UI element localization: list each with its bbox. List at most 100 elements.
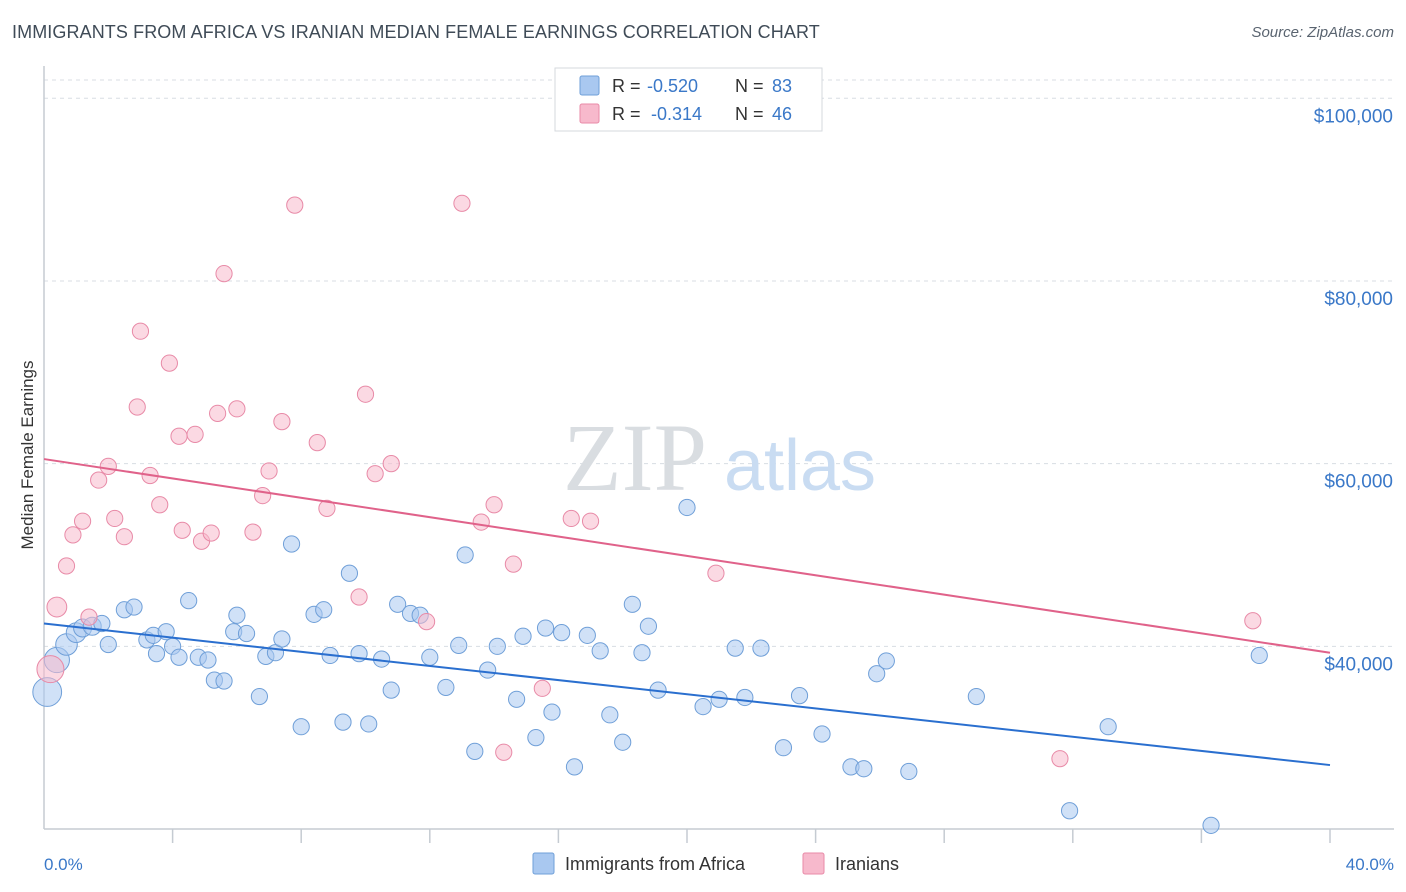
stats-swatch-iranians xyxy=(579,103,600,124)
africa-point xyxy=(456,546,474,564)
africa-point xyxy=(536,619,555,637)
iranians-point xyxy=(504,555,522,573)
iranians-point xyxy=(533,679,551,697)
africa-point xyxy=(726,639,744,657)
stats-r-label-africa: R = xyxy=(612,76,641,96)
africa-point xyxy=(199,651,217,669)
iranians-point xyxy=(244,523,262,541)
africa-point xyxy=(900,762,918,781)
africa-point xyxy=(389,595,407,613)
africa-point xyxy=(479,661,497,679)
africa-point xyxy=(639,617,658,635)
africa-point xyxy=(315,601,333,619)
iranians-point xyxy=(562,509,580,528)
iranians-point xyxy=(186,425,204,444)
africa-point xyxy=(1250,646,1268,665)
legend-swatch-iranians xyxy=(802,852,825,875)
africa-point xyxy=(437,678,455,697)
iranians-point xyxy=(36,655,65,684)
trend-lines xyxy=(43,458,1331,767)
iranians-point xyxy=(260,462,278,480)
africa-point xyxy=(340,564,359,582)
iranians-point xyxy=(46,596,68,618)
stats-n-label-iranians: N = xyxy=(735,104,764,124)
africa-point xyxy=(601,706,619,724)
africa-point xyxy=(466,742,484,760)
africa-point xyxy=(508,690,526,708)
iranians-point xyxy=(581,512,600,530)
africa-point xyxy=(623,595,641,613)
africa-point xyxy=(1099,718,1117,736)
y-tick-labels: $40,000 $60,000 $80,000 $100,000 xyxy=(1314,106,1393,675)
iranians-point xyxy=(151,496,169,514)
stats-n-label-africa: N = xyxy=(735,76,764,96)
iranians-point xyxy=(382,455,400,473)
stats-n-value-iranians: 46 xyxy=(772,104,792,124)
legend-label-iranians: Iranians xyxy=(835,854,899,874)
africa-point xyxy=(774,739,793,757)
africa-point xyxy=(273,630,291,648)
iranians-point xyxy=(173,521,191,539)
africa-point xyxy=(292,718,310,736)
africa-point xyxy=(633,644,651,662)
y-tick-label: $80,000 xyxy=(1324,289,1393,310)
iranians-point xyxy=(99,457,117,475)
africa-point xyxy=(147,645,166,663)
africa-point xyxy=(170,648,188,666)
africa-point xyxy=(228,606,246,624)
iranians-point xyxy=(286,196,304,214)
africa-point xyxy=(790,687,809,705)
iranians-point xyxy=(485,496,503,514)
legend-swatch-africa xyxy=(532,852,555,875)
africa-point xyxy=(237,624,256,643)
africa-point xyxy=(1060,802,1079,820)
iranians-point xyxy=(209,404,227,422)
iranians-point xyxy=(254,487,272,505)
iranians-point xyxy=(1051,750,1069,768)
watermark: ZIP atlas xyxy=(563,404,876,511)
africa-point xyxy=(694,698,712,716)
africa-point xyxy=(450,636,468,655)
africa-point xyxy=(1202,816,1220,834)
africa-point xyxy=(421,648,439,666)
africa-point xyxy=(877,652,895,670)
source-label: Source: ZipAtlas.com xyxy=(1251,24,1394,41)
africa-point xyxy=(215,672,233,690)
iranians-point xyxy=(90,471,108,489)
iranians-point xyxy=(215,265,233,283)
africa-point xyxy=(99,635,117,654)
iranians-point xyxy=(57,557,76,575)
x-tick-label-min: 0.0% xyxy=(44,855,83,874)
iranians-point xyxy=(350,588,368,606)
africa-point xyxy=(543,703,561,721)
stats-r-label-iranians: R = xyxy=(612,104,641,124)
iranians-point xyxy=(160,354,178,372)
iranians-point xyxy=(707,564,725,582)
chart-title: IMMIGRANTS FROM AFRICA VS IRANIAN MEDIAN… xyxy=(12,22,820,42)
africa-point xyxy=(614,733,632,751)
series-legend: Immigrants from Africa Iranians xyxy=(532,852,899,875)
africa-point xyxy=(868,665,886,683)
iranians-point xyxy=(202,524,220,542)
iranians-point xyxy=(106,509,124,528)
africa-point xyxy=(382,681,400,699)
africa-point xyxy=(514,627,532,645)
iranians-point xyxy=(1244,612,1262,630)
africa-point xyxy=(578,626,596,644)
iranians-point xyxy=(170,427,188,445)
africa-point xyxy=(282,535,301,553)
trend-line-africa xyxy=(43,622,1331,767)
iranians-point xyxy=(472,513,490,531)
africa-point xyxy=(488,637,506,655)
africa-point xyxy=(334,713,352,731)
iranians-point xyxy=(73,512,92,530)
africa-point xyxy=(553,624,571,642)
iranians-point xyxy=(366,465,384,483)
iranians-point xyxy=(356,385,375,403)
stats-swatch-africa xyxy=(579,75,600,96)
africa-point xyxy=(565,758,584,776)
iranians-point xyxy=(453,194,471,212)
iranians-point xyxy=(318,499,336,517)
stats-r-value-iranians: -0.314 xyxy=(651,104,702,124)
